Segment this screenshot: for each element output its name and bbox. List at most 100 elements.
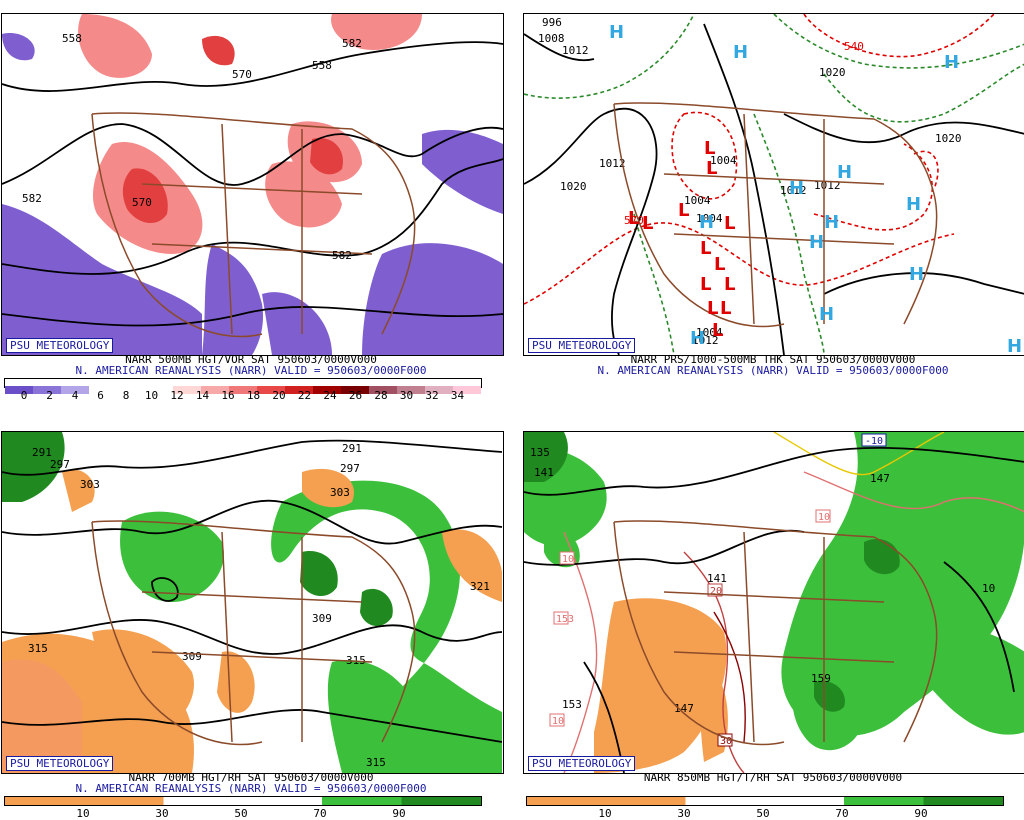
svg-text:H: H: [944, 52, 959, 73]
svg-text:H: H: [690, 328, 705, 349]
label-303-b: 303: [330, 486, 350, 499]
scale-tick: 30: [399, 389, 414, 402]
label-1004: 1004: [710, 154, 737, 167]
label-147: 147: [870, 472, 890, 485]
label-291-b: 291: [342, 442, 362, 455]
label-1012-d: 1012: [692, 334, 719, 347]
svg-text:L: L: [714, 254, 725, 275]
scale-swatch: [257, 386, 285, 394]
label-30: 30: [720, 736, 732, 747]
label-153: 153: [562, 698, 582, 711]
svg-text:L: L: [704, 138, 715, 159]
caption-line-1: NARR 700MB HGT/RH SAT 950603/0000V000: [128, 771, 374, 784]
scale-ticks-rh-850: 10 30 50 70 90: [526, 807, 1002, 820]
svg-text:H: H: [824, 212, 839, 233]
svg-text:H: H: [837, 162, 852, 183]
label-297-b: 297: [340, 462, 360, 475]
scale-tick: 90: [392, 807, 406, 820]
label-582-b: 582: [332, 249, 352, 262]
svg-text:H: H: [1007, 336, 1022, 355]
caption-line-1: NARR PRS/1000-500MB THK SAT 950603/0000V…: [630, 353, 916, 366]
scale-ticks-vor: 0 2 4 6 8 10 12 14 16 18 20 22 24 26 28 30 32 34: [4, 389, 480, 402]
panel-500mb-hgt-vor: 558 570 582 582 558 570 582 PSU METEOROL…: [0, 0, 504, 402]
scale-swatch: [285, 386, 313, 394]
svg-text:L: L: [724, 213, 735, 234]
label-297: 297: [50, 458, 70, 471]
scale-swatch: [201, 386, 229, 394]
label-315: 315: [28, 642, 48, 655]
caption-line-1: NARR 500MB HGT/VOR SAT 950603/0000V000: [125, 353, 377, 366]
label-570-thk: 570: [624, 214, 644, 227]
label-1012-b: 1012: [599, 157, 626, 170]
svg-text:H: H: [789, 178, 804, 199]
scale-swatch: [89, 386, 117, 394]
label-1012-c: 1012: [780, 184, 807, 197]
scale-swatch: [397, 386, 425, 394]
scale-tick: 0: [20, 389, 28, 402]
svg-text:H: H: [819, 304, 834, 325]
badge-psu-meteorology: PSU METEOROLOGY: [528, 338, 636, 353]
scale-swatch: [173, 386, 201, 394]
color-scale-vor: [4, 378, 482, 394]
label-582-c: 582: [342, 37, 362, 50]
label-135: 135: [530, 446, 550, 459]
color-scale-rh: [4, 796, 482, 806]
label-315-b: 315: [346, 654, 366, 667]
scale-tick: 24: [323, 389, 337, 402]
svg-text:H: H: [733, 42, 748, 63]
badge-psu-meteorology: PSU METEOROLOGY: [6, 338, 114, 353]
label-141: 141: [534, 466, 554, 479]
scale-tick: 12: [170, 389, 184, 402]
label-996: 996: [542, 16, 562, 29]
label-291: 291: [32, 446, 52, 459]
svg-text:L: L: [724, 274, 735, 295]
label-315-c: 315: [366, 756, 386, 769]
svg-text:L: L: [700, 238, 711, 259]
label-321: 321: [470, 580, 490, 593]
caption-line-1: NARR 850MB HGT/T/RH SAT 950603/0000V000: [643, 771, 903, 784]
scale-swatch: [33, 386, 61, 394]
map-500mb: 558 570 582 582 558 570 582 PSU METEOROL…: [1, 13, 504, 356]
scale-swatch: [369, 386, 397, 394]
svg-text:L: L: [678, 200, 689, 221]
scale-swatch: [145, 386, 173, 394]
scale-swatch: [5, 386, 33, 394]
label-582: 582: [22, 192, 42, 205]
svg-text:L: L: [628, 208, 639, 229]
svg-text:L: L: [720, 298, 731, 319]
label-1020-c: 1020: [819, 66, 846, 79]
scale-tick: 2: [46, 389, 53, 402]
label-153-b: 159: [811, 672, 831, 685]
scale-tick: 14: [195, 389, 210, 402]
label-141-b: 141: [707, 572, 727, 585]
label-1008: 1008: [538, 32, 565, 45]
label-147-b: 147: [674, 702, 694, 715]
panel-700mb-hgt-rh: 291 297 303 291 297 303 321 315 309 309 …: [0, 418, 504, 820]
label-10-b: 10: [552, 716, 564, 727]
scale-swatch: [61, 386, 89, 394]
scale-tick: 8: [122, 389, 130, 402]
scale-tick: 30: [155, 807, 169, 820]
scale-tick: 10: [598, 807, 612, 820]
scale-tick: 6: [97, 389, 104, 402]
scale-swatch: [313, 386, 341, 394]
map-700mb-svg: 291 297 303 291 297 303 321 315 309 309 …: [2, 432, 503, 773]
scale-tick: 90: [914, 807, 928, 820]
scale-tick: 20: [272, 389, 286, 402]
scale-tick: 50: [756, 807, 770, 820]
scale-tick: 10: [144, 389, 159, 402]
scale-tick: 70: [835, 807, 849, 820]
scale-tick: 50: [234, 807, 248, 820]
label-303: 303: [80, 478, 100, 491]
label-1004-b: 1004: [684, 194, 711, 207]
label-570-b: 570: [132, 196, 152, 209]
scale-tick: 22: [297, 389, 312, 402]
caption-line-2: N. AMERICAN REANALYSIS (NARR) VALID = 95…: [75, 782, 427, 795]
svg-text:H: H: [906, 194, 921, 215]
scale-swatch: [425, 386, 453, 394]
scale-swatch: [117, 386, 145, 394]
panel-850mb-hgt-t-rh: 135 141 147 153 147 159 10 141 -10 10 10…: [522, 418, 1024, 820]
scale-tick: 32: [425, 389, 439, 402]
map-500mb-svg: 558 570 582 582 558 570 582: [2, 14, 503, 355]
svg-text:H: H: [909, 264, 924, 285]
